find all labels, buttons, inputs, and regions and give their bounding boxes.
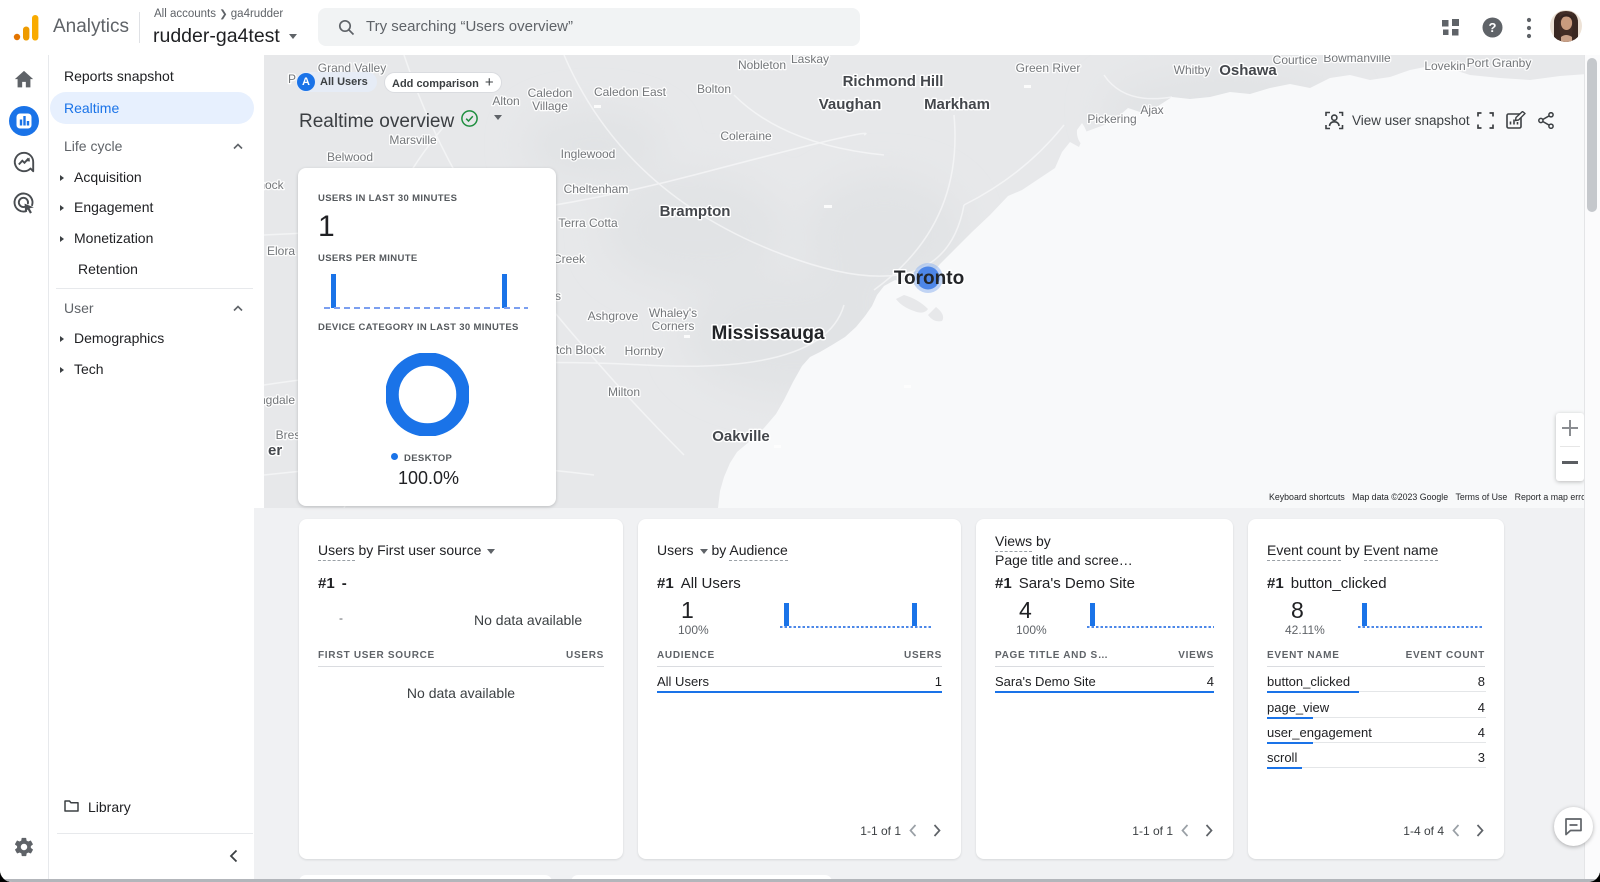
- svg-text:?: ?: [1489, 20, 1497, 35]
- svg-text:Creek: Creek: [553, 252, 586, 266]
- svg-text:nock: nock: [264, 178, 285, 192]
- svg-text:Mississauga: Mississauga: [712, 323, 825, 344]
- svg-text:P: P: [288, 72, 296, 86]
- svg-text:Bres: Bres: [276, 428, 301, 442]
- svg-text:Hornby: Hornby: [625, 344, 664, 358]
- svg-text:Corners: Corners: [652, 319, 695, 333]
- svg-text:Oakville: Oakville: [712, 428, 770, 445]
- svg-text:Laskay: Laskay: [791, 55, 829, 66]
- svg-text:Nobleton: Nobleton: [738, 58, 786, 72]
- svg-text:Bowmanville: Bowmanville: [1323, 55, 1391, 65]
- svg-text:Ashgrove: Ashgrove: [588, 309, 639, 323]
- svg-text:Caledon East: Caledon East: [594, 85, 667, 99]
- svg-text:Ajax: Ajax: [1140, 103, 1163, 117]
- svg-text:Belwood: Belwood: [327, 150, 373, 164]
- svg-text:Bolton: Bolton: [697, 82, 731, 96]
- svg-text:Cheltenham: Cheltenham: [564, 182, 629, 196]
- svg-text:Caledon: Caledon: [528, 86, 573, 100]
- svg-text:Village: Village: [532, 99, 568, 113]
- svg-text:Lovekin: Lovekin: [1424, 59, 1465, 73]
- svg-text:otch Block: otch Block: [549, 343, 605, 357]
- svg-text:Toronto: Toronto: [894, 268, 964, 289]
- svg-text:Whitby: Whitby: [1174, 63, 1211, 77]
- svg-text:er: er: [268, 442, 282, 459]
- svg-text:Coleraine: Coleraine: [720, 129, 772, 143]
- svg-text:Brampton: Brampton: [660, 203, 731, 220]
- svg-text:Pickering: Pickering: [1087, 112, 1136, 126]
- svg-text:ngdale: ngdale: [264, 393, 295, 407]
- svg-text:Port Granby: Port Granby: [1467, 56, 1532, 70]
- svg-text:Oshawa: Oshawa: [1219, 62, 1277, 79]
- svg-text:Alton: Alton: [492, 94, 519, 108]
- svg-text:s: s: [555, 289, 561, 303]
- svg-text:Richmond Hill: Richmond Hill: [843, 73, 944, 90]
- svg-text:Elora: Elora: [267, 244, 295, 258]
- svg-text:Vaughan: Vaughan: [819, 96, 882, 113]
- svg-text:Whaley's: Whaley's: [649, 306, 697, 320]
- svg-text:Green River: Green River: [1016, 61, 1081, 75]
- svg-text:Milton: Milton: [608, 385, 640, 399]
- svg-text:Marsville: Marsville: [389, 133, 437, 147]
- svg-text:Markham: Markham: [924, 96, 990, 113]
- svg-text:Courtice: Courtice: [1273, 55, 1318, 67]
- svg-text:Terra Cotta: Terra Cotta: [558, 216, 618, 230]
- svg-text:Inglewood: Inglewood: [561, 147, 616, 161]
